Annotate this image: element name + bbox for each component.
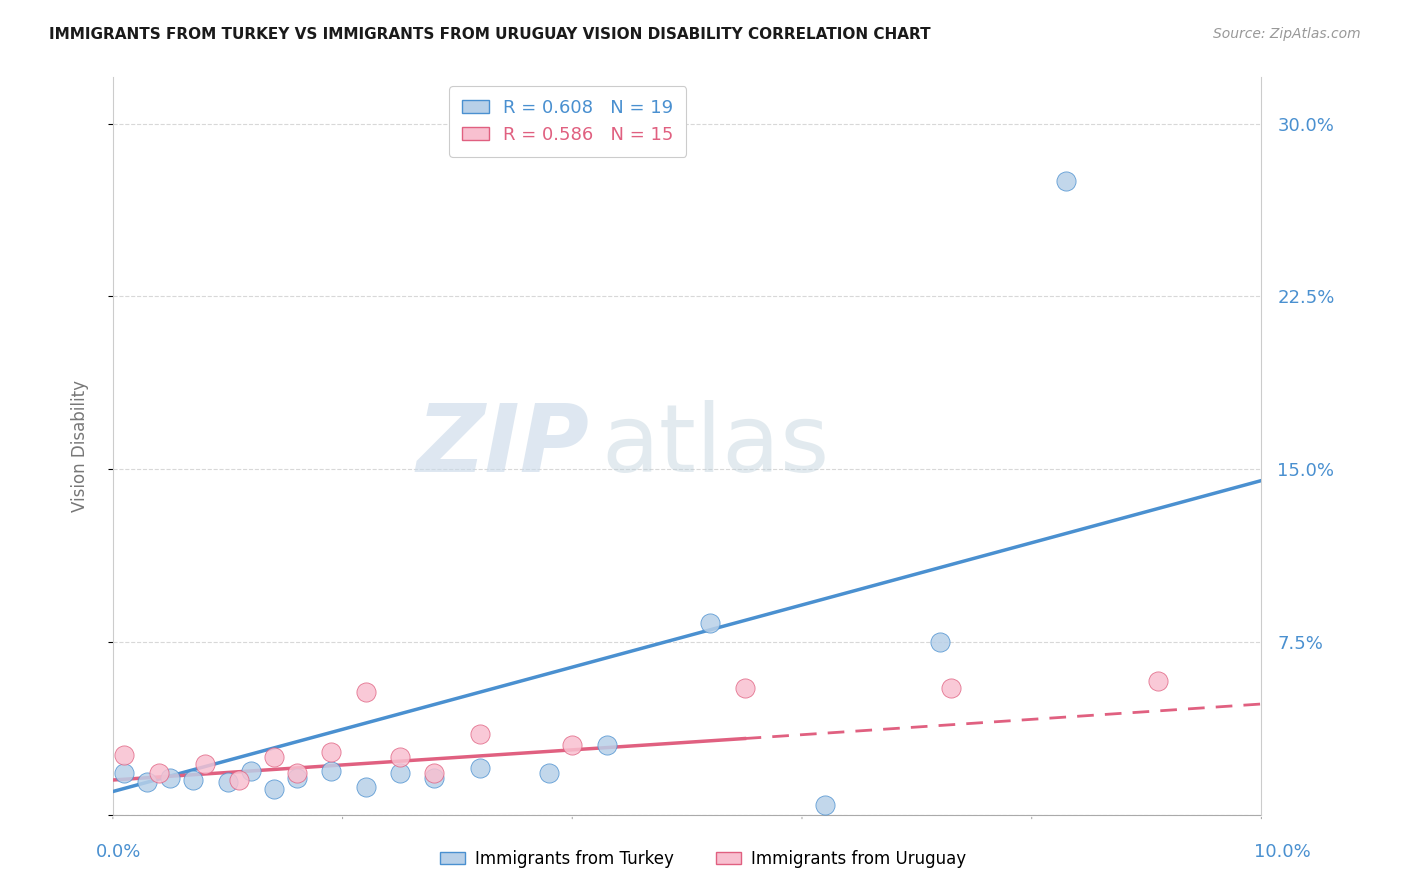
Point	[194, 756, 217, 771]
Point	[928, 635, 950, 649]
Text: IMMIGRANTS FROM TURKEY VS IMMIGRANTS FROM URUGUAY VISION DISABILITY CORRELATION : IMMIGRANTS FROM TURKEY VS IMMIGRANTS FRO…	[49, 27, 931, 42]
Point	[699, 616, 721, 631]
Point	[136, 775, 159, 789]
Point	[239, 764, 262, 778]
Point	[148, 766, 170, 780]
Point	[285, 771, 308, 785]
Point	[561, 739, 583, 753]
Point	[217, 775, 239, 789]
Y-axis label: Vision Disability: Vision Disability	[72, 380, 89, 512]
Point	[354, 780, 377, 794]
Point	[423, 771, 446, 785]
Point	[263, 750, 285, 764]
Point	[1147, 673, 1170, 688]
Point	[423, 766, 446, 780]
Point	[228, 772, 250, 787]
Point	[354, 685, 377, 699]
Text: ZIP: ZIP	[416, 400, 589, 492]
Point	[941, 681, 963, 695]
Point	[734, 681, 756, 695]
Point	[1054, 174, 1077, 188]
Point	[388, 750, 411, 764]
Point	[319, 745, 342, 759]
Point	[596, 739, 619, 753]
Point	[538, 766, 561, 780]
Text: atlas: atlas	[600, 400, 830, 492]
Legend: R = 0.608   N = 19, R = 0.586   N = 15: R = 0.608 N = 19, R = 0.586 N = 15	[450, 87, 686, 157]
Point	[470, 727, 492, 741]
Point	[470, 762, 492, 776]
Point	[263, 782, 285, 797]
Point	[319, 764, 342, 778]
Point	[159, 771, 181, 785]
Text: 0.0%: 0.0%	[96, 843, 141, 861]
Point	[388, 766, 411, 780]
Point	[181, 772, 204, 787]
Point	[814, 798, 837, 813]
Text: 10.0%: 10.0%	[1254, 843, 1310, 861]
Legend: Immigrants from Turkey, Immigrants from Uruguay: Immigrants from Turkey, Immigrants from …	[433, 844, 973, 875]
Point	[112, 766, 135, 780]
Text: Source: ZipAtlas.com: Source: ZipAtlas.com	[1213, 27, 1361, 41]
Point	[112, 747, 135, 762]
Point	[285, 766, 308, 780]
